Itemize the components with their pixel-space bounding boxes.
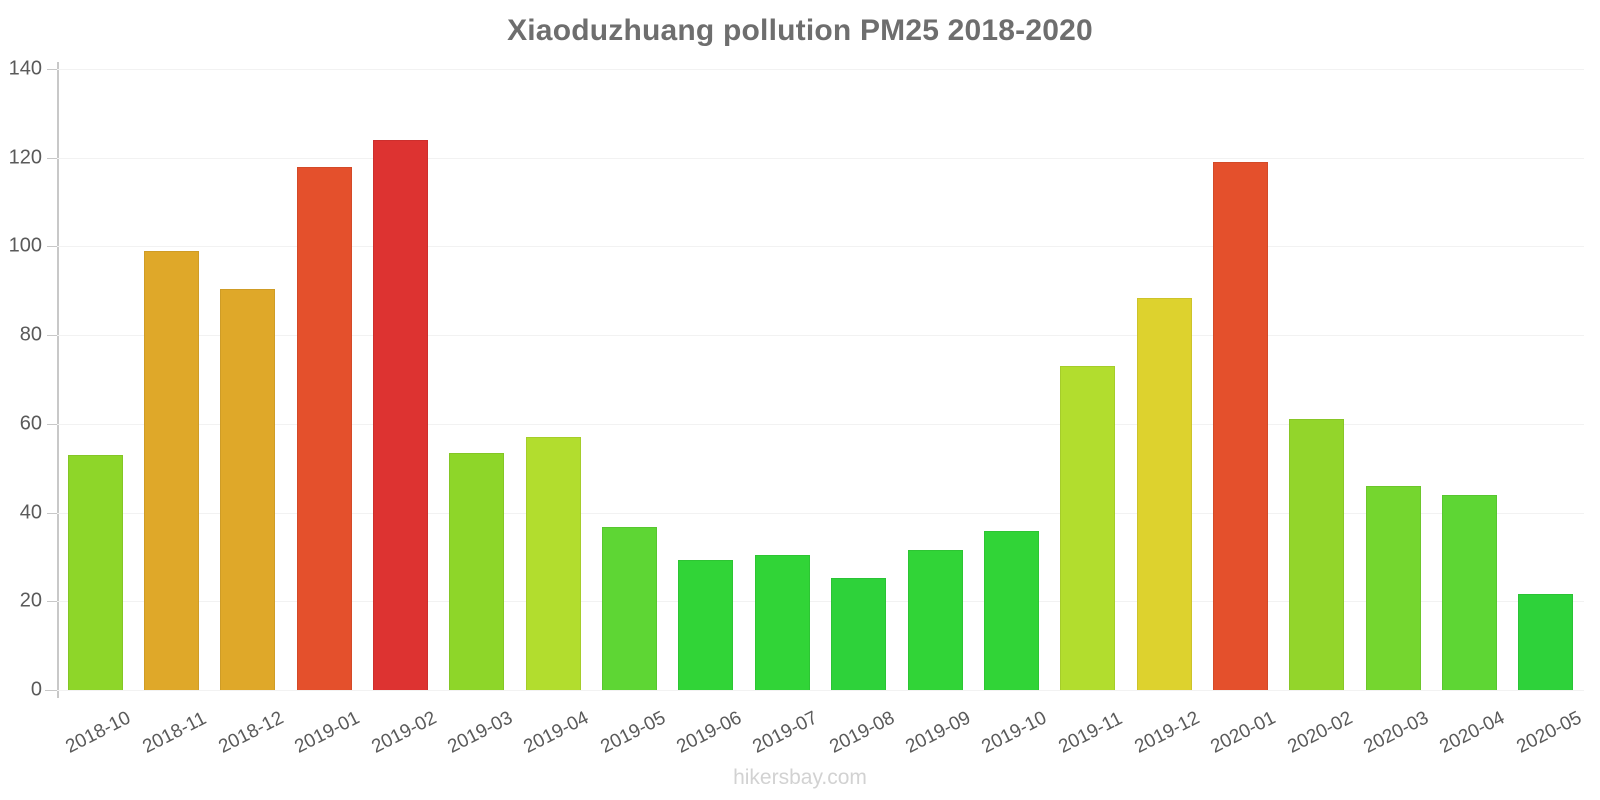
bar[interactable] [296, 166, 352, 690]
x-axis-tick-label: 2019-05 [596, 707, 669, 758]
gridline [57, 512, 1584, 514]
x-axis-tick-label: 2020-02 [1284, 707, 1356, 758]
gridline [57, 69, 1584, 70]
y-axis-tick-label: 20 [19, 589, 42, 612]
x-axis-tick-label: 2020-05 [1513, 707, 1585, 758]
bar[interactable] [373, 139, 429, 690]
x-axis-tick-label: 2019-12 [1131, 707, 1204, 758]
gridline [57, 601, 1584, 603]
x-axis-tick-label: 2020-03 [1360, 707, 1433, 758]
plot-area [57, 69, 1584, 691]
y-axis-tick-mark [47, 246, 57, 248]
y-axis-tick-label: 140 [8, 57, 42, 80]
y-axis-tick-mark [47, 423, 57, 425]
x-axis-tick-label: 2018-12 [215, 707, 287, 758]
bar[interactable] [831, 578, 887, 690]
x-axis-tick-label: 2020-01 [1207, 707, 1280, 758]
y-axis-tick-label: 60 [19, 412, 42, 435]
footer-credit: hikersbay.com [733, 766, 867, 789]
x-axis-tick-label: 2019-10 [978, 707, 1051, 758]
y-axis-tick-label: 100 [8, 234, 42, 257]
bar[interactable] [1136, 298, 1192, 690]
x-axis-tick-label: 2019-03 [444, 707, 516, 758]
bar[interactable] [1518, 594, 1574, 690]
gridline [57, 157, 1584, 159]
y-axis-tick-mark [47, 512, 57, 514]
gridline [57, 246, 1584, 248]
x-axis-tick-label: 2019-07 [749, 707, 822, 758]
bar[interactable] [525, 437, 581, 690]
bar[interactable] [983, 531, 1039, 690]
bar[interactable] [1060, 366, 1116, 690]
bar[interactable] [1289, 419, 1345, 690]
bar[interactable] [1212, 162, 1268, 690]
y-axis-tick-mark [47, 335, 57, 337]
y-axis-tick-mark [47, 157, 57, 159]
bar[interactable] [220, 289, 276, 690]
bar[interactable] [1365, 485, 1421, 690]
y-axis-tick-mark [47, 69, 57, 70]
gridline [57, 335, 1584, 337]
y-axis-tick-label: 120 [8, 146, 42, 169]
bar[interactable] [602, 526, 658, 690]
y-axis-tick-label: 40 [19, 501, 42, 524]
bar[interactable] [754, 554, 810, 690]
x-axis-tick-label: 2019-09 [902, 707, 975, 758]
bar[interactable] [907, 550, 963, 690]
x-axis-tick-label: 2020-04 [1436, 707, 1509, 758]
x-axis-tick-label: 2018-11 [138, 708, 210, 758]
x-axis-tick-label: 2018-10 [62, 707, 135, 758]
bar[interactable] [678, 560, 734, 690]
y-axis-tick-label: 80 [19, 323, 42, 346]
y-axis-line [57, 62, 59, 698]
y-axis-tick-mark [47, 601, 57, 603]
chart-title: Xiaoduzhuang pollution PM25 2018-2020 [507, 14, 1093, 47]
bar[interactable] [1441, 495, 1497, 690]
bar[interactable] [449, 452, 505, 690]
bars-layer [57, 69, 1584, 690]
y-axis-tick-label: 0 [30, 678, 42, 701]
x-axis-tick-label: 2019-06 [673, 707, 746, 758]
bar[interactable] [67, 454, 123, 690]
x-axis-tick-label: 2019-04 [520, 707, 593, 758]
x-axis-tick-label: 2019-11 [1055, 708, 1126, 758]
x-axis-tick-label: 2019-02 [367, 707, 440, 758]
gridline [57, 423, 1584, 425]
grid-lines [57, 69, 1584, 691]
bar[interactable] [144, 250, 199, 690]
x-axis-tick-label: 2019-08 [826, 707, 898, 758]
gridline [57, 690, 1584, 691]
x-axis-tick-label: 2019-01 [291, 707, 364, 758]
y-axis-labels: 0 20 40 60 80 100 120 140 [0, 0, 42, 800]
